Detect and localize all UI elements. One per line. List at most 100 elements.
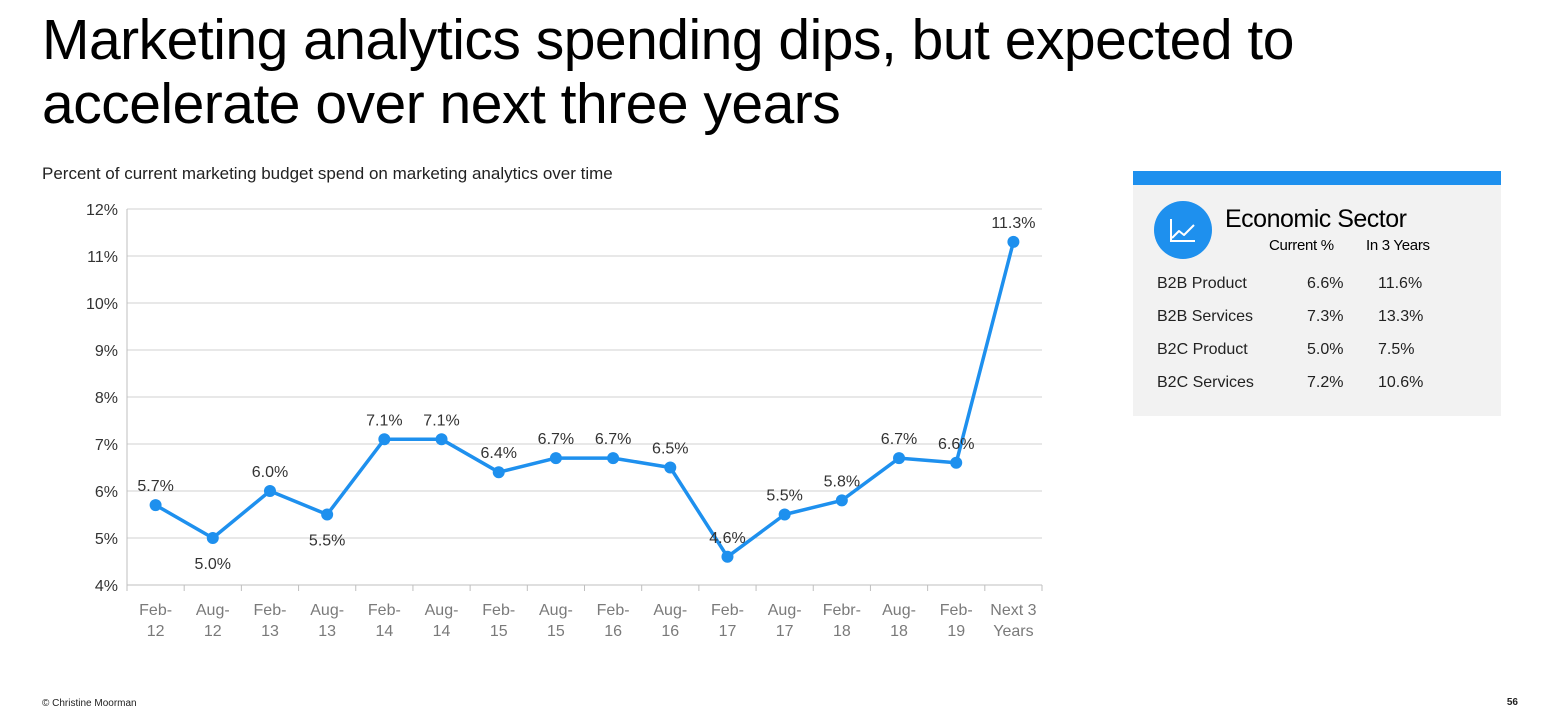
x-tick-label: Aug- bbox=[882, 602, 916, 619]
data-point bbox=[721, 550, 734, 563]
x-tick-label: Next 3 bbox=[990, 602, 1036, 619]
x-tick-label: 18 bbox=[833, 623, 851, 640]
x-tick-label: Feb- bbox=[711, 602, 744, 619]
economic-sector-panel: Economic Sector Current % In 3 Years B2B… bbox=[1133, 171, 1501, 416]
data-point bbox=[835, 494, 848, 507]
data-label: 6.7% bbox=[881, 431, 917, 448]
x-tick-label: Feb- bbox=[254, 602, 287, 619]
x-tick-label: Aug- bbox=[539, 602, 573, 619]
x-tick-label: Feb- bbox=[139, 602, 172, 619]
x-tick-label: 16 bbox=[604, 623, 622, 640]
sector-label: B2B Product bbox=[1157, 275, 1247, 292]
x-tick-label: Aug- bbox=[310, 602, 344, 619]
sector-future-value: 11.6% bbox=[1378, 275, 1423, 292]
x-tick-label: Aug- bbox=[653, 602, 687, 619]
data-point bbox=[435, 433, 448, 446]
page-number: 56 bbox=[1506, 697, 1518, 708]
x-tick-label: 15 bbox=[490, 623, 508, 640]
sector-future-value: 10.6% bbox=[1378, 374, 1424, 391]
x-tick-label: 14 bbox=[375, 623, 393, 640]
data-label: 5.8% bbox=[824, 473, 860, 490]
data-label: 4.6% bbox=[709, 530, 745, 547]
chart-subtitle: Percent of current marketing budget spen… bbox=[42, 164, 613, 183]
y-tick-label: 7% bbox=[95, 437, 118, 454]
y-tick-label: 4% bbox=[95, 578, 118, 595]
x-tick-label: Feb- bbox=[482, 602, 515, 619]
x-tick-label: 12 bbox=[204, 623, 222, 640]
data-point bbox=[1007, 235, 1020, 248]
y-tick-label: 6% bbox=[95, 484, 118, 501]
data-label: 7.1% bbox=[423, 412, 459, 429]
data-point bbox=[206, 532, 219, 544]
sector-current-value: 5.0% bbox=[1307, 341, 1344, 358]
x-tick-label: Feb- bbox=[940, 602, 973, 619]
data-label: 5.5% bbox=[309, 533, 345, 550]
sector-label: B2C Services bbox=[1157, 374, 1254, 391]
panel-accent-bar bbox=[1133, 171, 1501, 185]
y-tick-label: 12% bbox=[86, 202, 118, 219]
line-chart: 4% 5% 6% 7% 8% 9% 10% 11% 12% Feb- 12 Aug- 12 Feb- 13 A… bbox=[86, 202, 1043, 640]
slide-title: Marketing analytics spending dips, but e… bbox=[42, 8, 1294, 136]
x-tick-label: 18 bbox=[890, 623, 908, 640]
x-tick-label: 15 bbox=[547, 623, 565, 640]
sector-label: B2C Product bbox=[1157, 341, 1248, 358]
sector-future-value: 7.5% bbox=[1378, 341, 1415, 358]
data-label: 5.5% bbox=[766, 488, 802, 505]
data-label: 5.0% bbox=[195, 556, 231, 573]
data-point bbox=[950, 456, 963, 469]
data-label: 7.1% bbox=[366, 412, 402, 429]
x-tick-label: 13 bbox=[261, 623, 279, 640]
data-point bbox=[321, 508, 334, 521]
data-point bbox=[893, 452, 906, 465]
data-label: 5.7% bbox=[137, 478, 173, 495]
y-tick-label: 10% bbox=[86, 296, 118, 313]
sector-current-value: 7.2% bbox=[1307, 374, 1344, 391]
data-point bbox=[492, 466, 505, 479]
x-tick-label: 12 bbox=[147, 623, 165, 640]
sector-row: B2B Product 6.6% 11.6% bbox=[1157, 275, 1487, 299]
sector-current-value: 6.6% bbox=[1307, 275, 1344, 292]
series-line bbox=[154, 241, 1016, 559]
data-label: 6.7% bbox=[538, 431, 574, 448]
panel-heading: Economic Sector bbox=[1225, 205, 1407, 233]
data-label: 6.7% bbox=[595, 431, 631, 448]
data-label: 6.5% bbox=[652, 441, 688, 458]
x-tick-label: 17 bbox=[776, 623, 794, 640]
sector-row: B2C Services 7.2% 10.6% bbox=[1157, 374, 1487, 398]
column-header-current: Current % bbox=[1269, 237, 1334, 254]
data-point bbox=[664, 461, 677, 474]
data-label: 6.0% bbox=[252, 464, 288, 481]
y-tick-label: 11% bbox=[87, 249, 118, 266]
line-chart-icon bbox=[1154, 201, 1212, 259]
x-tick-label: 19 bbox=[947, 623, 965, 640]
x-tick-label: 16 bbox=[661, 623, 679, 640]
x-tick-label: Aug- bbox=[196, 602, 230, 619]
data-point bbox=[549, 452, 562, 465]
data-label: 6.6% bbox=[938, 436, 974, 453]
sector-future-value: 13.3% bbox=[1378, 308, 1424, 325]
data-label: 11.3% bbox=[991, 215, 1035, 232]
x-tick-label: Febr- bbox=[823, 602, 861, 619]
x-tick-label: 14 bbox=[433, 623, 451, 640]
x-tick-label: Feb- bbox=[368, 602, 401, 619]
x-tick-label: Years bbox=[993, 623, 1033, 640]
data-label: 6.4% bbox=[480, 445, 516, 462]
data-point bbox=[607, 452, 620, 465]
y-tick-label: 9% bbox=[95, 343, 118, 360]
data-point bbox=[149, 499, 162, 512]
data-point bbox=[263, 485, 276, 497]
sector-current-value: 7.3% bbox=[1307, 308, 1344, 325]
x-tick-label: Aug- bbox=[425, 602, 459, 619]
x-tick-label: Aug- bbox=[768, 602, 802, 619]
x-tick-label: 13 bbox=[318, 623, 336, 640]
sector-row: B2C Product 5.0% 7.5% bbox=[1157, 341, 1487, 365]
data-point bbox=[778, 508, 791, 521]
sector-label: B2B Services bbox=[1157, 308, 1254, 325]
data-point bbox=[378, 433, 391, 446]
x-tick-label: Feb- bbox=[597, 602, 630, 619]
column-header-future: In 3 Years bbox=[1366, 237, 1430, 254]
x-tick-label: 17 bbox=[719, 623, 737, 640]
y-tick-label: 8% bbox=[95, 390, 118, 407]
y-tick-label: 5% bbox=[95, 531, 118, 548]
sector-row: B2B Services 7.3% 13.3% bbox=[1157, 308, 1487, 332]
